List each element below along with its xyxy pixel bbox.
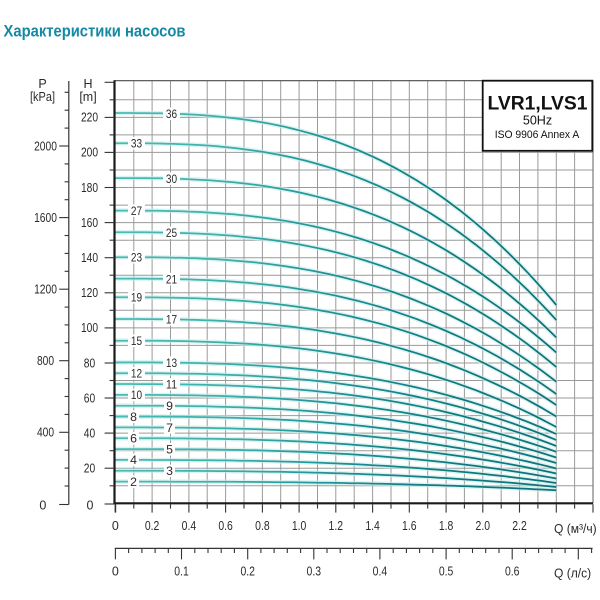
svg-text:40: 40 xyxy=(84,426,95,440)
svg-text:60: 60 xyxy=(84,391,95,405)
svg-text:0: 0 xyxy=(87,498,94,512)
svg-text:0: 0 xyxy=(112,519,119,533)
svg-text:50Hz: 50Hz xyxy=(523,113,552,128)
svg-text:Q (м³/ч): Q (м³/ч) xyxy=(554,522,597,536)
svg-text:180: 180 xyxy=(81,181,98,195)
svg-text:Характеристики насосов: Характеристики насосов xyxy=(4,22,186,40)
svg-text:9: 9 xyxy=(166,399,173,413)
svg-text:800: 800 xyxy=(37,354,54,368)
svg-text:7: 7 xyxy=(166,421,173,435)
svg-text:20: 20 xyxy=(84,462,95,476)
svg-text:15: 15 xyxy=(131,334,142,348)
svg-text:36: 36 xyxy=(166,107,177,121)
svg-text:[kPa]: [kPa] xyxy=(30,90,55,104)
svg-text:1200: 1200 xyxy=(34,283,57,297)
svg-text:80: 80 xyxy=(84,356,95,370)
svg-text:25: 25 xyxy=(166,226,177,240)
svg-text:0.6: 0.6 xyxy=(505,564,520,578)
svg-text:1600: 1600 xyxy=(34,211,57,225)
svg-text:30: 30 xyxy=(166,172,177,186)
svg-text:2000: 2000 xyxy=(34,139,57,153)
svg-text:0.3: 0.3 xyxy=(307,564,322,578)
svg-text:ISO 9906 Annex A: ISO 9906 Annex A xyxy=(495,129,580,141)
svg-text:0.6: 0.6 xyxy=(218,519,233,533)
svg-text:21: 21 xyxy=(166,272,177,286)
svg-text:0.5: 0.5 xyxy=(439,564,454,578)
svg-text:0.2: 0.2 xyxy=(240,564,255,578)
svg-text:0.2: 0.2 xyxy=(145,519,160,533)
svg-text:0.1: 0.1 xyxy=(174,564,189,578)
svg-text:33: 33 xyxy=(131,137,142,151)
svg-text:0.4: 0.4 xyxy=(182,519,197,533)
svg-text:0.8: 0.8 xyxy=(255,519,270,533)
svg-text:27: 27 xyxy=(131,204,142,218)
svg-text:400: 400 xyxy=(37,426,54,440)
svg-text:1.0: 1.0 xyxy=(292,519,307,533)
svg-text:3: 3 xyxy=(166,464,173,478)
svg-text:0: 0 xyxy=(39,498,46,512)
svg-text:Q (л/с): Q (л/с) xyxy=(554,566,591,580)
svg-text:2.2: 2.2 xyxy=(512,519,527,533)
svg-text:0.4: 0.4 xyxy=(373,564,388,578)
svg-text:17: 17 xyxy=(166,313,177,327)
svg-text:12: 12 xyxy=(131,367,142,381)
svg-text:2: 2 xyxy=(130,475,137,489)
svg-text:[m]: [m] xyxy=(79,90,96,104)
svg-text:220: 220 xyxy=(81,111,98,125)
svg-text:LVR1,LVS1: LVR1,LVS1 xyxy=(488,93,588,115)
svg-text:200: 200 xyxy=(81,146,98,160)
svg-text:140: 140 xyxy=(81,251,98,265)
svg-text:120: 120 xyxy=(81,286,98,300)
svg-text:8: 8 xyxy=(130,410,137,424)
svg-text:100: 100 xyxy=(81,321,98,335)
svg-text:23: 23 xyxy=(131,251,142,265)
svg-text:10: 10 xyxy=(131,388,142,402)
svg-text:5: 5 xyxy=(166,443,173,457)
svg-text:11: 11 xyxy=(166,378,177,392)
svg-text:13: 13 xyxy=(166,356,177,370)
svg-text:1.2: 1.2 xyxy=(329,519,344,533)
svg-text:19: 19 xyxy=(131,291,142,305)
svg-text:1.6: 1.6 xyxy=(402,519,417,533)
svg-text:1.8: 1.8 xyxy=(439,519,454,533)
svg-text:1.4: 1.4 xyxy=(365,519,380,533)
svg-text:4: 4 xyxy=(130,453,137,467)
svg-text:0: 0 xyxy=(112,564,119,578)
svg-text:H: H xyxy=(83,77,92,91)
svg-text:160: 160 xyxy=(81,216,98,230)
svg-text:6: 6 xyxy=(130,432,137,446)
svg-text:P: P xyxy=(38,77,46,91)
svg-text:2.0: 2.0 xyxy=(476,519,491,533)
